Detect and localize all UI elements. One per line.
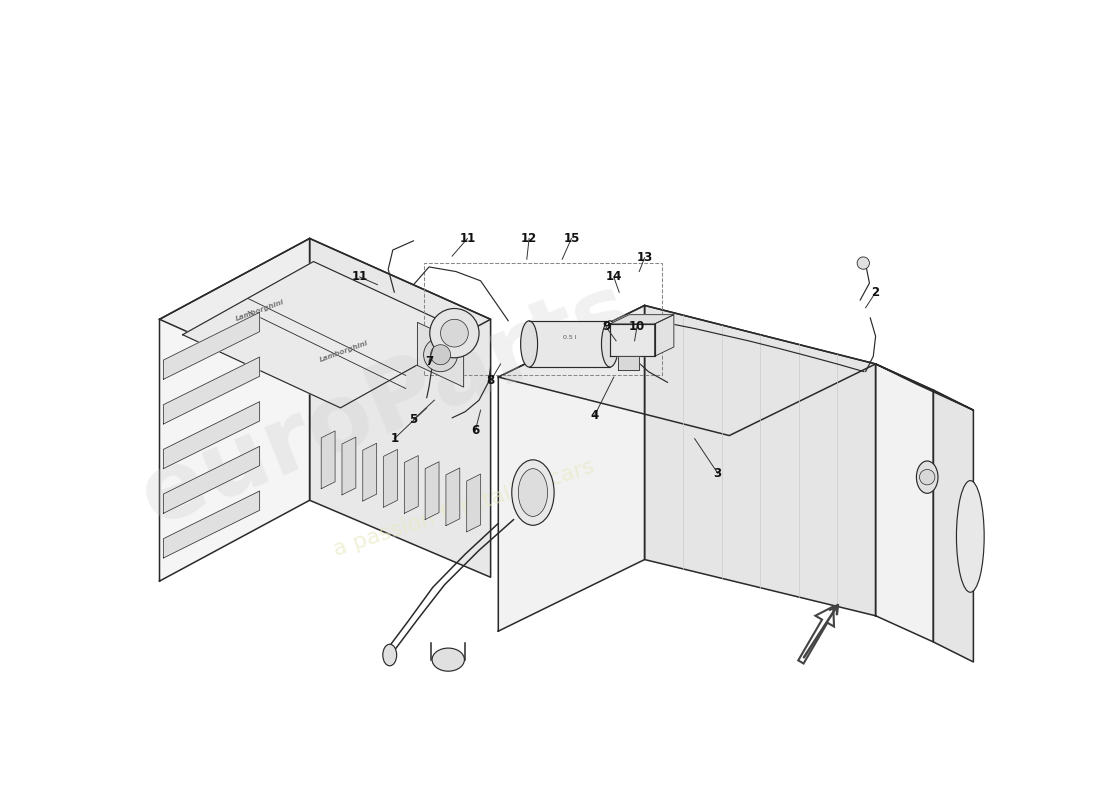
Text: Lamborghini: Lamborghini xyxy=(319,340,370,363)
Text: 4: 4 xyxy=(591,409,598,422)
Polygon shape xyxy=(321,431,336,489)
Ellipse shape xyxy=(432,648,464,671)
Polygon shape xyxy=(405,455,418,514)
Text: 10: 10 xyxy=(629,321,645,334)
Polygon shape xyxy=(418,322,464,387)
Text: 12: 12 xyxy=(521,232,537,245)
Text: 7: 7 xyxy=(425,355,433,368)
Polygon shape xyxy=(609,314,674,324)
Polygon shape xyxy=(654,314,674,356)
Polygon shape xyxy=(384,450,397,507)
Ellipse shape xyxy=(518,469,548,517)
Text: 9: 9 xyxy=(602,321,610,334)
Ellipse shape xyxy=(602,321,618,367)
Polygon shape xyxy=(645,306,876,616)
Polygon shape xyxy=(160,238,491,400)
Polygon shape xyxy=(609,324,654,356)
Polygon shape xyxy=(163,446,260,514)
Circle shape xyxy=(920,470,935,485)
Circle shape xyxy=(440,319,469,347)
Circle shape xyxy=(430,345,451,365)
Ellipse shape xyxy=(383,644,397,666)
Polygon shape xyxy=(183,262,471,408)
Polygon shape xyxy=(160,238,310,581)
Ellipse shape xyxy=(956,481,984,592)
Ellipse shape xyxy=(916,461,938,494)
Polygon shape xyxy=(498,306,876,435)
Polygon shape xyxy=(163,357,260,424)
Polygon shape xyxy=(342,437,356,495)
Text: 0.5 l: 0.5 l xyxy=(563,335,576,340)
Polygon shape xyxy=(498,306,645,631)
Text: 11: 11 xyxy=(460,232,475,245)
Polygon shape xyxy=(425,462,439,519)
Polygon shape xyxy=(617,356,639,370)
Circle shape xyxy=(857,257,869,270)
Circle shape xyxy=(430,309,480,358)
Text: 8: 8 xyxy=(486,374,495,387)
Text: 1: 1 xyxy=(390,432,398,445)
Polygon shape xyxy=(466,474,481,532)
Bar xyxy=(529,321,609,367)
Bar xyxy=(424,263,662,374)
Ellipse shape xyxy=(520,321,538,367)
Polygon shape xyxy=(163,491,260,558)
Circle shape xyxy=(424,338,458,372)
Ellipse shape xyxy=(512,460,554,526)
Polygon shape xyxy=(363,443,376,501)
Text: 11: 11 xyxy=(352,270,367,283)
Text: 5: 5 xyxy=(409,413,418,426)
Text: 15: 15 xyxy=(563,232,580,245)
Text: 3: 3 xyxy=(714,467,722,480)
Text: a passion for italian cars: a passion for italian cars xyxy=(330,456,597,560)
Polygon shape xyxy=(933,390,974,662)
Polygon shape xyxy=(310,238,491,578)
Polygon shape xyxy=(163,402,260,469)
Text: 6: 6 xyxy=(471,425,480,438)
Text: 14: 14 xyxy=(606,270,621,283)
Polygon shape xyxy=(876,364,974,410)
Polygon shape xyxy=(446,468,460,526)
Text: 2: 2 xyxy=(871,286,880,299)
Polygon shape xyxy=(876,364,933,642)
Text: euroParts: euroParts xyxy=(128,264,646,544)
Text: Lamborghini: Lamborghini xyxy=(234,298,285,322)
Text: 13: 13 xyxy=(637,251,652,264)
Polygon shape xyxy=(163,312,260,379)
